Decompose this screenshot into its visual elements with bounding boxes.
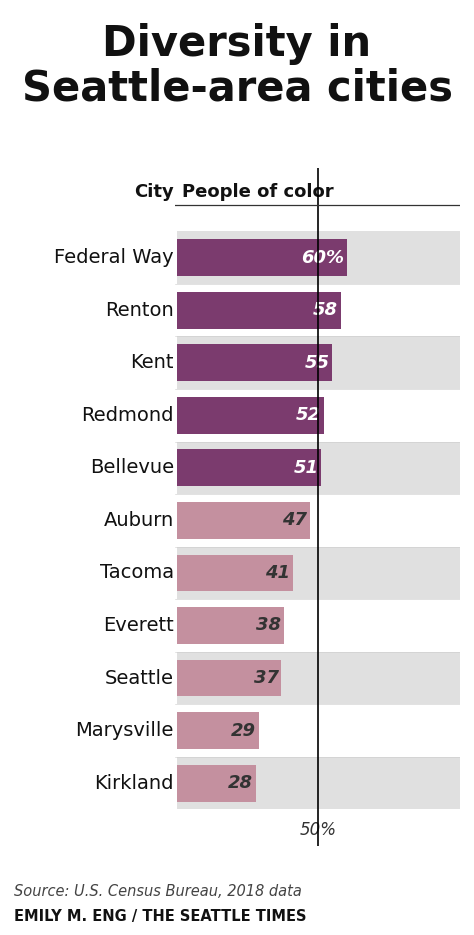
Text: 60%: 60%: [301, 249, 344, 266]
Text: City: City: [134, 183, 174, 201]
Text: Tacoma: Tacoma: [100, 564, 174, 583]
Bar: [177, 712, 259, 749]
Text: People of color: People of color: [182, 183, 334, 201]
Text: 38: 38: [256, 616, 282, 635]
Bar: [177, 704, 460, 756]
Bar: [177, 441, 460, 494]
Text: Marysville: Marysville: [75, 721, 174, 741]
Text: 58: 58: [313, 301, 338, 319]
Bar: [177, 756, 460, 810]
Bar: [177, 389, 460, 441]
Text: 51: 51: [293, 459, 318, 477]
Bar: [177, 599, 460, 652]
Bar: [177, 284, 460, 337]
Bar: [177, 494, 460, 547]
Bar: [177, 337, 460, 389]
Text: Auburn: Auburn: [104, 511, 174, 530]
Text: EMILY M. ENG / THE SEATTLE TIMES: EMILY M. ENG / THE SEATTLE TIMES: [14, 909, 307, 924]
Bar: [177, 547, 460, 599]
Bar: [177, 292, 341, 328]
Bar: [177, 652, 460, 704]
Text: Renton: Renton: [105, 301, 174, 320]
Text: Kirkland: Kirkland: [94, 773, 174, 793]
Text: 37: 37: [254, 669, 279, 687]
Text: 55: 55: [305, 353, 329, 372]
Text: 29: 29: [231, 722, 256, 740]
Text: Everett: Everett: [103, 616, 174, 635]
Text: Redmond: Redmond: [82, 406, 174, 424]
Text: Bellevue: Bellevue: [90, 458, 174, 478]
Bar: [177, 554, 293, 591]
Text: Federal Way: Federal Way: [55, 248, 174, 267]
Bar: [177, 231, 460, 284]
Bar: [177, 765, 256, 801]
Bar: [177, 607, 284, 644]
Text: 52: 52: [296, 407, 321, 424]
Bar: [177, 239, 346, 276]
Text: 41: 41: [265, 564, 290, 582]
Text: 50%: 50%: [300, 821, 337, 839]
Bar: [177, 450, 321, 486]
Bar: [177, 396, 324, 434]
Bar: [177, 344, 332, 381]
Text: Kent: Kent: [130, 353, 174, 372]
Bar: [177, 659, 282, 697]
Text: 28: 28: [228, 774, 253, 792]
Text: Seattle: Seattle: [105, 669, 174, 687]
Text: Diversity in
Seattle-area cities: Diversity in Seattle-area cities: [21, 23, 453, 109]
Text: Source: U.S. Census Bureau, 2018 data: Source: U.S. Census Bureau, 2018 data: [14, 885, 302, 899]
Text: 47: 47: [282, 511, 307, 529]
Bar: [177, 502, 310, 539]
